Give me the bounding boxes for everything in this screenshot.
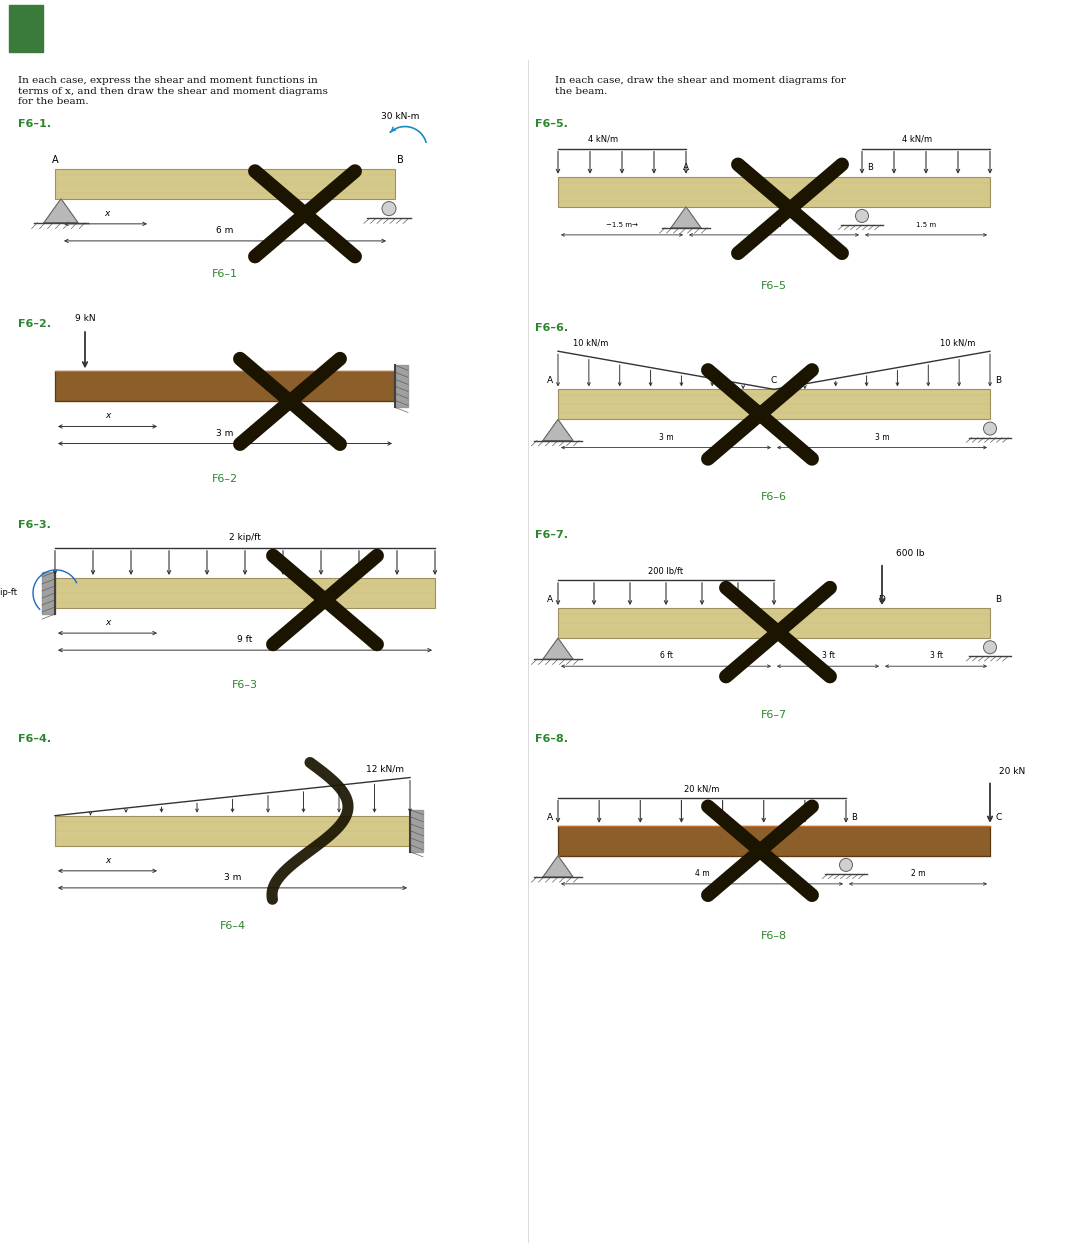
Text: 20 kN/m: 20 kN/m — [685, 785, 719, 794]
Text: B: B — [867, 163, 873, 172]
Text: B: B — [995, 595, 1001, 603]
Text: C: C — [995, 813, 1001, 821]
Circle shape — [855, 209, 868, 223]
Bar — [558, 608, 990, 639]
Text: 10 kN/m: 10 kN/m — [940, 338, 975, 347]
Text: A: A — [546, 813, 553, 821]
Text: −1.5 m→: −1.5 m→ — [606, 222, 638, 228]
Text: F6–3: F6–3 — [232, 680, 258, 690]
Text: F6–3.: F6–3. — [18, 520, 51, 530]
Text: F6–6: F6–6 — [761, 492, 787, 502]
Text: F6–7: F6–7 — [761, 710, 787, 720]
Polygon shape — [543, 856, 573, 876]
Polygon shape — [44, 199, 78, 223]
Bar — [55, 372, 395, 402]
Bar — [9, 5, 43, 51]
Text: 30 kN-m: 30 kN-m — [381, 111, 419, 120]
Text: x: x — [106, 856, 110, 865]
Polygon shape — [543, 419, 573, 441]
Text: B: B — [851, 813, 856, 821]
Text: 4 kN/m: 4 kN/m — [902, 135, 932, 144]
Text: 3 m: 3 m — [216, 428, 233, 437]
Bar — [558, 389, 990, 419]
Polygon shape — [410, 810, 423, 851]
Text: 4 m: 4 m — [694, 869, 710, 878]
Text: 3 m: 3 m — [659, 432, 673, 442]
Text: 6 ft: 6 ft — [660, 651, 673, 660]
Text: 2 kip/ft: 2 kip/ft — [229, 533, 261, 542]
Text: In each case, draw the shear and moment diagrams for
the beam.: In each case, draw the shear and moment … — [555, 76, 846, 96]
Text: F6–7.: F6–7. — [535, 530, 568, 540]
Text: F6–8: F6–8 — [761, 931, 787, 942]
Text: B: B — [995, 377, 1001, 386]
Text: A: A — [52, 155, 58, 165]
Text: 9 ft: 9 ft — [238, 635, 253, 644]
Text: x: x — [106, 618, 110, 627]
Text: A: A — [546, 595, 553, 603]
Text: F6–1.: F6–1. — [18, 119, 51, 129]
Text: FUNDAMENTAL PROBLEMS: FUNDAMENTAL PROBLEMS — [353, 16, 727, 40]
Text: F6–2: F6–2 — [212, 473, 238, 483]
Text: F6–4: F6–4 — [220, 921, 246, 931]
Text: x: x — [105, 209, 110, 218]
Text: D: D — [878, 595, 886, 603]
Text: F6–8.: F6–8. — [535, 735, 568, 745]
Polygon shape — [543, 639, 573, 660]
Bar — [558, 826, 990, 856]
Text: x: x — [106, 412, 110, 421]
Circle shape — [382, 202, 396, 215]
Text: 3 m: 3 m — [224, 873, 241, 881]
Polygon shape — [671, 207, 701, 228]
Text: 200 lb/ft: 200 lb/ft — [648, 567, 684, 576]
Text: 9 kN: 9 kN — [75, 314, 95, 323]
Text: 3 ft: 3 ft — [930, 651, 943, 660]
Circle shape — [839, 859, 852, 871]
Bar — [55, 578, 435, 608]
Text: A: A — [683, 163, 689, 172]
Text: 6 m: 6 m — [216, 225, 233, 235]
Polygon shape — [395, 366, 408, 407]
Text: 12 kN/m: 12 kN/m — [366, 765, 404, 774]
Text: F6–1: F6–1 — [212, 269, 238, 279]
Text: 3 m: 3 m — [875, 432, 889, 442]
Text: A: A — [546, 377, 553, 386]
Text: B: B — [397, 155, 404, 165]
Text: F6–2.: F6–2. — [18, 319, 51, 329]
Text: 3 ft: 3 ft — [822, 651, 835, 660]
Text: 600 lb: 600 lb — [895, 548, 924, 558]
Text: 1.5 m: 1.5 m — [916, 222, 936, 228]
Text: F6–5: F6–5 — [761, 280, 787, 290]
Text: 10 kN/m: 10 kN/m — [573, 338, 608, 347]
Circle shape — [984, 641, 997, 654]
Polygon shape — [42, 572, 55, 613]
Bar — [55, 169, 395, 199]
Circle shape — [984, 422, 997, 436]
Bar — [558, 177, 990, 207]
Text: 2 m: 2 m — [910, 869, 926, 878]
Bar — [55, 815, 410, 846]
Text: F6–4.: F6–4. — [18, 735, 51, 745]
Text: C: C — [771, 377, 778, 386]
Text: 3 m: 3 m — [767, 220, 781, 229]
Text: 4 kN/m: 4 kN/m — [588, 135, 618, 144]
Text: In each case, express the shear and moment functions in
terms of x, and then dra: In each case, express the shear and mome… — [18, 76, 328, 106]
Text: 18 kip-ft: 18 kip-ft — [0, 588, 17, 597]
Text: F6–6.: F6–6. — [535, 323, 568, 333]
Text: F6–5.: F6–5. — [535, 119, 568, 129]
Text: 20 kN: 20 kN — [999, 766, 1025, 775]
